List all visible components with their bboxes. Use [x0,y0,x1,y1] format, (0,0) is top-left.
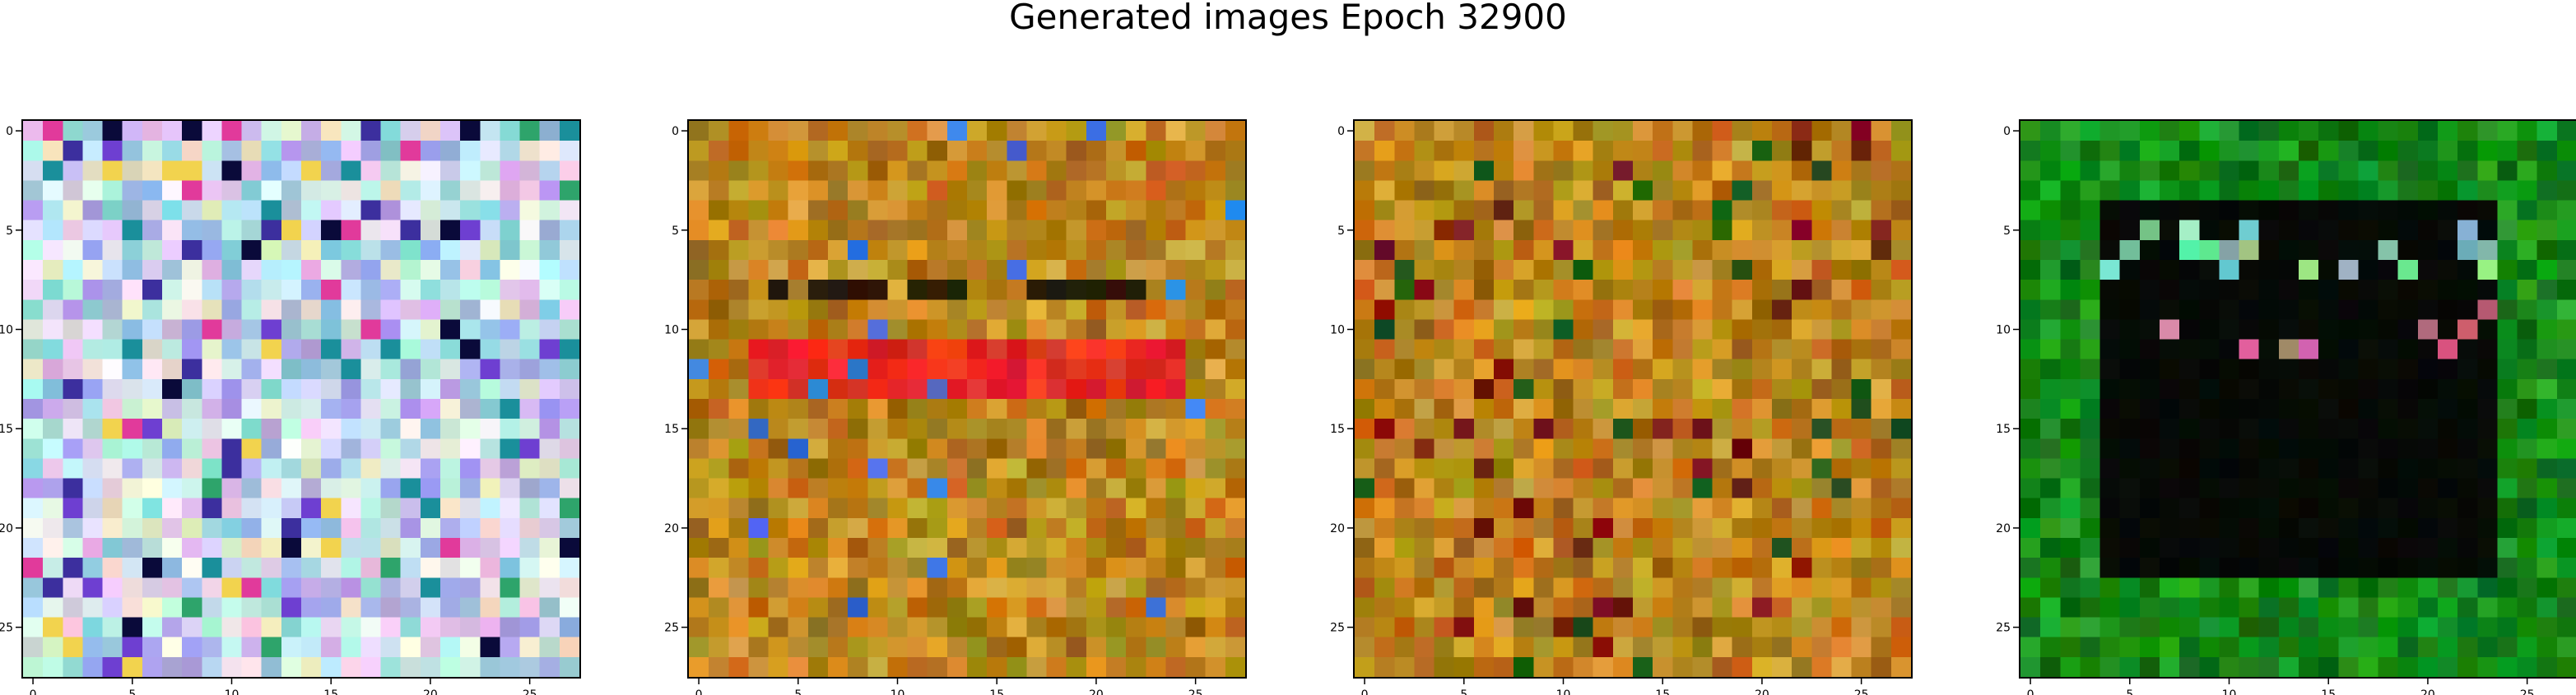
x-tick-label: 20 [2420,688,2435,695]
generated-image-3 [1353,119,1913,679]
y-tick-label: 5 [6,225,13,238]
x-tick-label: 0 [2027,688,2034,695]
y-tick-label: 10 [1330,324,1345,337]
y-tick-label: 15 [1996,423,2011,436]
generated-image-1 [21,119,581,679]
y-tick-label: 15 [664,423,679,436]
x-tick-label: 0 [1361,688,1369,695]
y-tick-label: 0 [672,125,679,138]
generated-image-4 [2019,119,2576,679]
x-tick-label: 25 [523,688,537,695]
y-tick-label: 25 [664,622,679,635]
y-tick-label: 20 [1330,522,1345,535]
y-tick-label: 10 [664,324,679,337]
y-tick-label: 0 [1337,125,1345,138]
y-tick-label: 15 [0,423,13,436]
y-tick-label: 20 [1996,522,2011,535]
x-tick-label: 15 [323,688,338,695]
y-tick-label: 10 [0,324,13,337]
x-tick-label: 25 [2520,688,2535,695]
x-tick-label: 0 [695,688,703,695]
x-tick-label: 20 [423,688,438,695]
x-tick-label: 5 [794,688,802,695]
x-tick-label: 20 [1755,688,1769,695]
x-tick-label: 5 [2126,688,2133,695]
y-tick-label: 15 [1330,423,1345,436]
x-tick-label: 5 [1460,688,1467,695]
y-tick-label: 20 [0,522,13,535]
y-tick-label: 25 [0,622,13,635]
x-tick-label: 20 [1089,688,1104,695]
y-tick-label: 5 [1337,225,1345,238]
generated-image-2 [687,119,1247,679]
y-tick-label: 5 [2003,225,2011,238]
x-tick-label: 15 [2321,688,2336,695]
y-tick-label: 0 [2003,125,2011,138]
figure-title: Generated images Epoch 32900 [1009,0,1567,37]
x-tick-label: 5 [128,688,136,695]
x-tick-label: 10 [890,688,905,695]
x-tick-label: 25 [1854,688,1869,695]
x-tick-label: 25 [1188,688,1203,695]
y-tick-label: 10 [1996,324,2011,337]
x-tick-label: 10 [1556,688,1571,695]
y-tick-label: 0 [6,125,13,138]
y-tick-label: 25 [1996,622,2011,635]
x-tick-label: 15 [1655,688,1670,695]
x-tick-label: 0 [30,688,37,695]
x-tick-label: 15 [989,688,1004,695]
y-tick-label: 20 [664,522,679,535]
x-tick-label: 10 [225,688,239,695]
y-tick-label: 5 [672,225,679,238]
x-tick-label: 10 [2222,688,2237,695]
y-tick-label: 25 [1330,622,1345,635]
